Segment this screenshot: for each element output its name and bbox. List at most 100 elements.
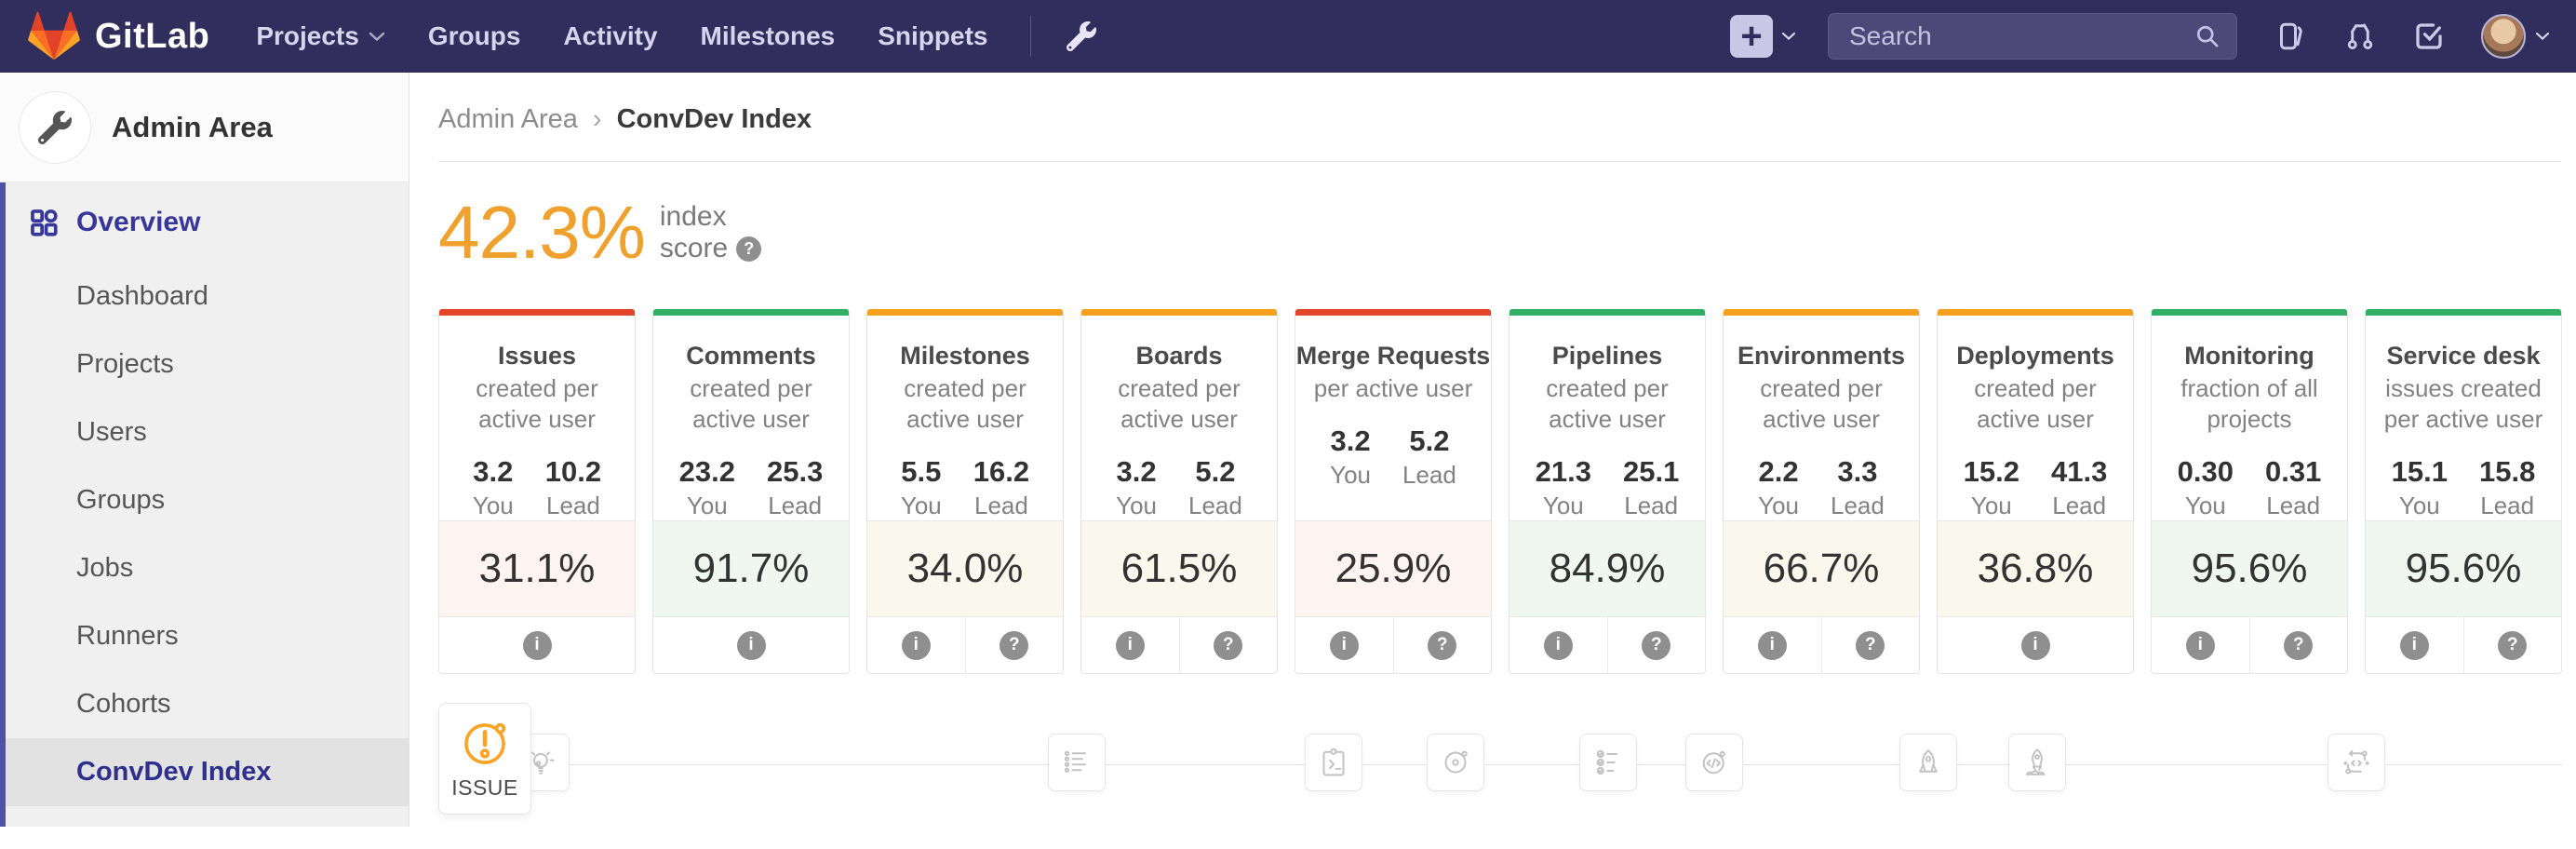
lead-value: 25.3 xyxy=(767,455,824,488)
commit-orbit-icon xyxy=(1444,750,1468,774)
nav-item-milestones[interactable]: Milestones xyxy=(700,21,836,50)
card-score: 31.1% xyxy=(439,520,635,616)
card-title: Deployments xyxy=(1956,342,2114,370)
stage-code[interactable] xyxy=(1305,734,1362,791)
metric-card-merge-requests: Merge Requests per active user 3.2 You 5.… xyxy=(1295,309,1492,674)
info-icon[interactable]: i xyxy=(1081,617,1179,673)
sidebar-section-overview[interactable]: Overview xyxy=(6,182,409,263)
stage-feedback[interactable] xyxy=(2328,734,2385,791)
card-accent-bar xyxy=(1724,309,1919,316)
you-label: You xyxy=(1542,492,1584,519)
score-help-icon[interactable]: ? xyxy=(736,236,762,262)
help-icon[interactable]: ? xyxy=(1820,617,1920,673)
info-icon[interactable]: i xyxy=(2366,617,2463,673)
info-icon[interactable]: i xyxy=(1724,617,1821,673)
info-icon[interactable]: i xyxy=(439,617,635,673)
you-value: 21.3 xyxy=(1535,455,1591,488)
info-icon[interactable]: i xyxy=(1938,617,2133,673)
lead-value: 25.1 xyxy=(1623,455,1680,488)
index-score-label-line2: score xyxy=(659,233,729,263)
sidebar-section-label: Overview xyxy=(76,207,201,237)
stage-commit[interactable] xyxy=(1427,734,1484,791)
stage-plan[interactable] xyxy=(1048,734,1106,791)
lead-value: 5.2 xyxy=(1409,424,1450,457)
stage-staging[interactable] xyxy=(1899,734,1957,791)
card-score: 34.0% xyxy=(867,520,1063,616)
nav-item-groups[interactable]: Groups xyxy=(427,21,521,50)
content-divider xyxy=(438,161,2561,162)
sidebar-item-cohorts[interactable]: Cohorts xyxy=(76,689,171,719)
sidebar-item-dashboard[interactable]: Dashboard xyxy=(76,281,208,311)
chevron-down-icon xyxy=(2535,32,2550,40)
card-subtitle: created per active user xyxy=(1760,374,1883,433)
card-title: Boards xyxy=(1135,342,1223,370)
navbar-left: GitLab Projects Groups Activity Mileston… xyxy=(26,10,1097,62)
card-subtitle: created per active user xyxy=(1974,374,2097,433)
devops-lifecycle-timeline: ISSUE xyxy=(438,700,2569,849)
breadcrumb-current: ConvDev Index xyxy=(616,104,812,134)
lead-label: Lead xyxy=(1188,492,1242,519)
info-icon[interactable]: i xyxy=(2152,617,2249,673)
nav-item-snippets[interactable]: Snippets xyxy=(878,21,988,50)
admin-sidebar: Admin Area Overview Dashboard Projects U… xyxy=(0,73,409,827)
sidebar-item-users[interactable]: Users xyxy=(76,417,147,447)
sidebar-title: Admin Area xyxy=(112,110,273,143)
help-icon[interactable]: ? xyxy=(2462,617,2562,673)
you-label: You xyxy=(2184,492,2226,519)
global-search xyxy=(1828,13,2237,60)
sidebar-item-runners[interactable]: Runners xyxy=(76,621,179,651)
search-icon[interactable] xyxy=(2193,21,2222,51)
issues-icon[interactable] xyxy=(2274,20,2308,53)
you-label: You xyxy=(472,492,514,519)
feedback-cycle-icon xyxy=(2343,750,2369,775)
help-icon[interactable]: ? xyxy=(2248,617,2348,673)
stage-issue-active[interactable]: ISSUE xyxy=(438,703,531,815)
main-content: Admin Area › ConvDev Index 42.3% index s… xyxy=(410,73,2576,827)
user-menu[interactable] xyxy=(2481,14,2550,59)
sidebar-item-convdev-index[interactable]: ConvDev Index xyxy=(6,738,409,806)
you-label: You xyxy=(900,492,942,519)
card-title: Milestones xyxy=(900,342,1030,370)
you-label: You xyxy=(1970,492,2012,519)
lead-value: 3.3 xyxy=(1837,455,1878,488)
help-icon[interactable]: ? xyxy=(1606,617,1706,673)
card-accent-bar xyxy=(1295,309,1491,316)
stage-production[interactable] xyxy=(2008,734,2066,791)
todos-icon[interactable] xyxy=(2412,20,2446,53)
merge-requests-icon[interactable] xyxy=(2343,20,2377,53)
stage-review[interactable] xyxy=(1685,734,1743,791)
card-title: Monitoring xyxy=(2184,342,2314,370)
admin-area-wrench-icon[interactable] xyxy=(1067,21,1097,51)
sidebar-item-jobs[interactable]: Jobs xyxy=(76,553,134,583)
info-icon[interactable]: i xyxy=(1295,617,1393,673)
search-input[interactable] xyxy=(1828,13,2237,60)
breadcrumb-admin-area[interactable]: Admin Area xyxy=(438,104,578,134)
card-score: 95.6% xyxy=(2152,520,2347,616)
sidebar-item-projects[interactable]: Projects xyxy=(76,349,174,379)
gitlab-home-link[interactable]: GitLab xyxy=(26,10,209,62)
card-accent-bar xyxy=(2366,309,2561,316)
avatar xyxy=(2481,14,2526,59)
timeline-line xyxy=(438,764,2562,765)
help-icon[interactable]: ? xyxy=(964,617,1064,673)
you-value: 15.2 xyxy=(1963,455,2019,488)
you-label: You xyxy=(2398,492,2440,519)
main-nav-menu: Projects Groups Activity Milestones Snip… xyxy=(256,21,1030,51)
you-value: 15.1 xyxy=(2391,455,2448,488)
help-icon[interactable]: ? xyxy=(1178,617,1278,673)
breadcrumb-separator: › xyxy=(592,104,602,134)
nav-item-projects[interactable]: Projects xyxy=(256,21,385,51)
info-icon[interactable]: i xyxy=(653,617,849,673)
test-checklist-icon xyxy=(1596,749,1617,775)
stage-test[interactable] xyxy=(1579,734,1637,791)
info-icon[interactable]: i xyxy=(1509,617,1607,673)
new-item-menu-button[interactable]: + xyxy=(1730,15,1796,58)
card-score: 66.7% xyxy=(1724,520,1919,616)
lead-label: Lead xyxy=(2480,492,2535,519)
help-icon[interactable]: ? xyxy=(1392,617,1492,673)
lead-value: 0.31 xyxy=(2265,455,2322,488)
nav-item-activity[interactable]: Activity xyxy=(563,21,658,50)
sidebar-item-groups[interactable]: Groups xyxy=(76,485,166,515)
card-subtitle: created per active user xyxy=(1118,374,1241,433)
info-icon[interactable]: i xyxy=(867,617,965,673)
